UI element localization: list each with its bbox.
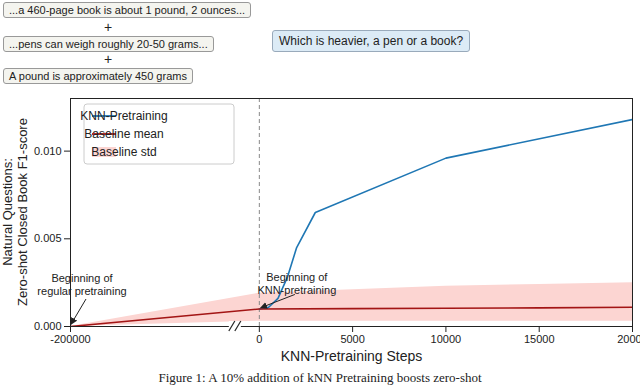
svg-text:KNN-Pretraining: KNN-Pretraining (80, 109, 167, 123)
svg-text:15000: 15000 (524, 333, 555, 345)
svg-text:Zero-shot Closed Book F1-score: Zero-shot Closed Book F1-score (15, 118, 30, 306)
html-text:...pens can weigh roughly 20-5: ...pens can weigh roughly 20-50 grams... (9, 38, 208, 50)
svg-text:0.010: 0.010 (34, 145, 62, 157)
svg-text:Baseline mean: Baseline mean (84, 127, 163, 141)
svg-text:KNN-Pretraining Steps: KNN-Pretraining Steps (281, 348, 423, 364)
svg-text:Beginning of: Beginning of (266, 271, 328, 283)
svg-text:Natural Questions:: Natural Questions: (0, 158, 15, 266)
html-text:A pound is approximately 450 g: A pound is approximately 450 grams (9, 70, 187, 82)
html-text:...a 460-page book is about 1: ...a 460-page book is about 1 pound, 2 o… (9, 4, 246, 16)
svg-text:regular pretraining: regular pretraining (37, 285, 126, 297)
svg-text:0.005: 0.005 (34, 232, 62, 244)
html-text:Figure 1: A 10% addition of kN: Figure 1: A 10% addition of kNN Pretrain… (158, 370, 482, 385)
svg-text:0: 0 (256, 333, 262, 345)
svg-text:KNN-pretraining: KNN-pretraining (257, 284, 336, 296)
svg-text:5000: 5000 (340, 333, 364, 345)
svg-text:20000: 20000 (617, 333, 640, 345)
svg-text:Baseline std: Baseline std (91, 145, 156, 159)
svg-text:10000: 10000 (431, 333, 462, 345)
svg-text:-200000: -200000 (50, 333, 90, 345)
svg-text:Beginning of: Beginning of (51, 272, 113, 284)
svg-text:0.000: 0.000 (34, 320, 62, 332)
html-text:Which is heavier, a pen or a b: Which is heavier, a pen or a book? (279, 34, 464, 48)
